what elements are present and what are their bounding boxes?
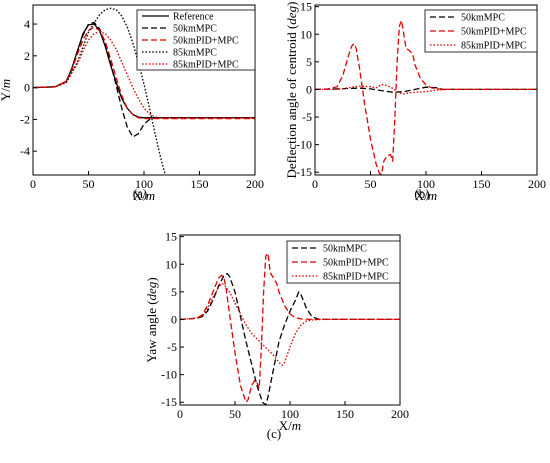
legend-label: 50kmPID+MPC — [173, 36, 239, 47]
y-tick-label: 5 — [171, 285, 177, 299]
legend-label: 50kmMPC — [461, 13, 505, 24]
series-group-b — [315, 19, 537, 175]
series-line-85kmpid-mpc — [180, 282, 400, 366]
y-tick-label: -2 — [20, 112, 30, 126]
series-line-50kmpid-mpc — [315, 19, 537, 175]
y-tick-label: 10 — [165, 257, 177, 271]
panel-label-b: (b) — [414, 186, 429, 201]
legend-label: 50kmMPC — [323, 244, 367, 255]
y-axis-label: Y/m — [0, 79, 13, 101]
series-group-a — [33, 7, 255, 175]
y-axis-label: Deflection angle of centroid (deg) — [284, 2, 299, 179]
x-axis-label: X/m — [279, 418, 301, 433]
x-tick-label: 200 — [528, 177, 546, 191]
x-tick-label: 50 — [229, 407, 241, 421]
y-tick-label: -10 — [161, 368, 177, 382]
x-tick-label: 100 — [417, 177, 435, 191]
x-tick-label: 50 — [83, 177, 95, 191]
x-tick-label: 150 — [191, 177, 209, 191]
series-line-50kmpid-mpc — [180, 252, 400, 403]
y-tick-label: -4 — [20, 144, 30, 158]
x-tick-label: 100 — [281, 407, 299, 421]
legend-label: 50kmPID+MPC — [461, 27, 527, 38]
x-tick-label: 150 — [336, 407, 354, 421]
x-tick-label: 0 — [312, 177, 318, 191]
x-axis-label: X/m — [133, 188, 155, 203]
y-tick-label: -5 — [302, 110, 312, 124]
y-tick-label: 4 — [24, 17, 30, 31]
y-tick-label: -15 — [161, 395, 177, 409]
y-tick-label: 0 — [306, 82, 312, 96]
y-tick-label: 0 — [171, 312, 177, 326]
series-group-c — [180, 252, 400, 405]
y-axis-label: Yaw angle (deg) — [144, 277, 159, 362]
panel-label-a: (a) — [133, 186, 147, 201]
legend-label: 85kmPID+MPC — [323, 272, 389, 283]
legend-b: 50kmMPC 50kmPID+MPC 85kmPID+MPC — [424, 9, 538, 53]
legend-label: Reference — [173, 12, 214, 23]
y-tick-label: -5 — [167, 340, 177, 354]
y-tick-label: 0 — [24, 81, 30, 95]
x-tick-label: 0 — [177, 407, 183, 421]
x-tick-label: 0 — [30, 177, 36, 191]
y-tick-label: 15 — [300, 0, 312, 14]
y-tick-label: 2 — [24, 49, 30, 63]
series-line-85kmmpc — [33, 7, 167, 175]
y-tick-label: -10 — [296, 138, 312, 152]
legend-label: 50kmPID+MPC — [323, 258, 389, 269]
legend-a: Reference50kmMPC50kmPID+MPC85kmMPC85kmPI… — [136, 9, 256, 71]
legend-box — [136, 9, 256, 71]
x-tick-label: 150 — [473, 177, 491, 191]
x-tick-label: 200 — [246, 177, 264, 191]
series-line-50kmmpc — [33, 21, 255, 138]
x-axis-label: X/m — [415, 188, 437, 203]
y-tick-label: -15 — [296, 165, 312, 179]
x-tick-label: 200 — [391, 407, 409, 421]
series-line-50kmpid-mpc — [33, 26, 255, 120]
panel-label-c: (c) — [267, 426, 281, 441]
x-tick-label: 50 — [365, 177, 377, 191]
legend-label: 85kmPID+MPC — [173, 60, 239, 71]
legend-label: 50kmMPC — [173, 24, 217, 35]
y-tick-label: 10 — [300, 27, 312, 41]
panel-b: 0 50 100 150 200 -15 -10 -5 0 5 10 15 X/m Deflection … — [284, 0, 546, 203]
panel-a: 0 50 100 150 200 -4 -2 0 2 4 X/m Y/m Reference50kmMP… — [0, 4, 264, 203]
legend-c: 50kmMPC 50kmPID+MPC 85kmPID+MPC — [286, 240, 401, 284]
legend-label: 85kmPID+MPC — [461, 41, 527, 52]
y-tick-label: 5 — [306, 55, 312, 69]
legend-label: 85kmMPC — [173, 48, 217, 59]
series-line-85kmpid-mpc — [33, 31, 255, 119]
panel-c: 0 50 100 150 200 -15 -10 -5 0 5 10 15 X/m Yaw angle (… — [144, 230, 409, 441]
x-tick-label: 100 — [135, 177, 153, 191]
y-tick-label: 15 — [165, 230, 177, 244]
series-line-85kmpid-mpc — [315, 83, 537, 95]
series-line-50kmmpc — [180, 272, 400, 405]
